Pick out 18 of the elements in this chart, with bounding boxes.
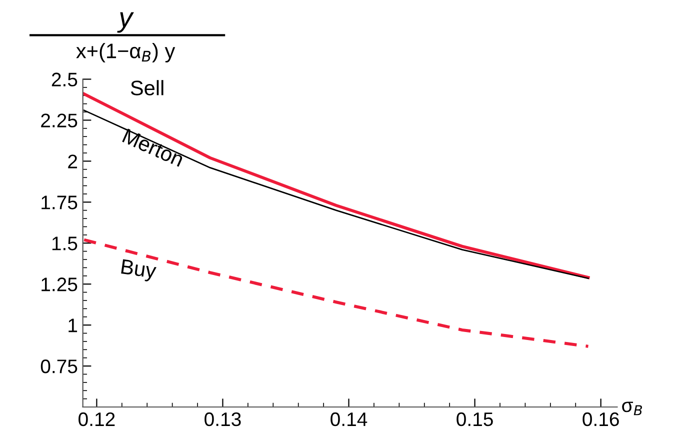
series-label: Sell	[130, 80, 164, 96]
x-axis-title: σ$_{B}$	[622, 402, 642, 416]
x-tick-label: 0.13	[204, 412, 241, 426]
y-tick-label: 1.75	[42, 196, 78, 210]
x-tick-label: 0.14	[330, 412, 368, 426]
y-tick-label: 2.25	[41, 114, 78, 128]
text: Buy	[120, 259, 157, 282]
x-tick-label: 0.16	[582, 412, 619, 426]
y-tick-label: 2.5	[52, 72, 78, 86]
x-tick-label: 0.15	[456, 412, 493, 426]
line-series	[82, 238, 590, 348]
y-tick-label: 1	[68, 318, 78, 332]
y-tick-label: 1.25	[42, 278, 78, 292]
y-axis-title: y x+(1−α$_{B}$) y	[76, 12, 176, 62]
y-tick-label: 2	[68, 154, 77, 168]
y-tick-label: 0.75	[40, 359, 78, 374]
x-tick-label: 0.12	[78, 412, 115, 426]
y-tick-label: 1.5	[52, 236, 78, 250]
